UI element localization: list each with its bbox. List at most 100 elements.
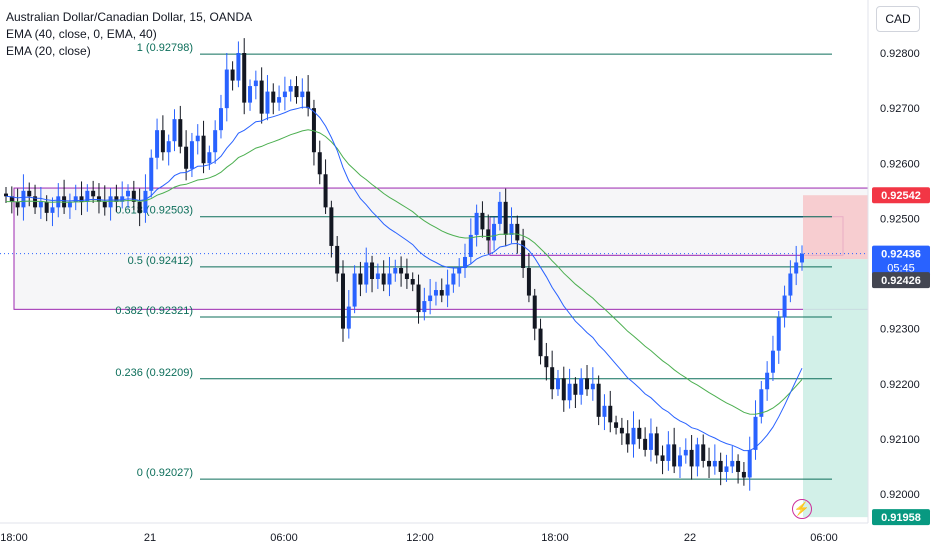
- candle-body: [660, 455, 665, 461]
- ema-layer: [5, 106, 803, 452]
- candle-body: [677, 455, 682, 467]
- stop-loss-zone: [803, 195, 868, 260]
- candle-body: [672, 444, 677, 467]
- candle-body: [532, 295, 537, 329]
- candle-body: [137, 201, 142, 213]
- candle-body: [143, 190, 148, 213]
- candle-body: [224, 69, 229, 109]
- candle-body: [637, 427, 642, 439]
- candle-body: [44, 201, 49, 213]
- price-label-text: 0.91958: [881, 512, 921, 524]
- candle-body: [480, 212, 485, 230]
- candle-body: [486, 229, 491, 241]
- candle-body: [631, 427, 636, 445]
- candle-body: [265, 91, 270, 114]
- candle-body: [433, 290, 438, 296]
- fib-level-label: 0.5 (0.92412): [128, 255, 193, 267]
- candle-body: [85, 190, 90, 202]
- candle-body: [184, 146, 189, 169]
- candle-body: [515, 223, 520, 241]
- candle-body: [352, 273, 357, 307]
- y-tick-label: 0.92700: [880, 103, 920, 115]
- candle-body: [747, 449, 752, 478]
- candle-body: [753, 416, 758, 450]
- candle-body: [67, 201, 72, 208]
- candle-body: [538, 328, 543, 357]
- ema40-line: [6, 129, 803, 415]
- candle-body: [201, 135, 206, 164]
- x-tick-label: 21: [144, 532, 156, 544]
- take-profit-zone: [803, 259, 868, 518]
- candle-body: [126, 190, 131, 197]
- candle-body: [800, 253, 804, 263]
- candle-body: [724, 466, 729, 472]
- candle-body: [277, 97, 282, 103]
- candle-body: [625, 433, 630, 445]
- candle-body: [776, 317, 781, 351]
- y-tick-label: 0.92200: [880, 379, 920, 391]
- price-label-entry: [872, 272, 930, 289]
- candle-body: [730, 460, 735, 467]
- candle-body: [27, 190, 32, 197]
- candle-body: [596, 383, 601, 417]
- y-tick-label: 0.92500: [880, 213, 920, 225]
- fib-level-label: 0.382 (0.92321): [115, 305, 193, 317]
- candle-body: [335, 245, 340, 274]
- price-labels-layer: 0.92542 0.92436 05:450.92426 0.91958: [872, 187, 930, 526]
- candle-body: [585, 378, 590, 390]
- candle-body: [573, 383, 578, 395]
- fib-level-label: 1 (0.92798): [137, 42, 193, 54]
- candle-body: [404, 273, 409, 280]
- candle-body: [550, 367, 555, 390]
- candle-body: [9, 196, 14, 202]
- price-label-last: [872, 245, 930, 276]
- x-tick-label: 18:00: [0, 532, 28, 544]
- candle-body: [91, 190, 96, 197]
- price-label-target: [872, 509, 930, 526]
- candle-body: [788, 273, 793, 296]
- candle-body: [242, 53, 247, 103]
- candle-body: [619, 427, 624, 434]
- symbol-title[interactable]: Australian Dollar/Canadian Dollar, 15, O…: [6, 10, 253, 24]
- candle-body: [643, 438, 648, 450]
- candle-body: [317, 152, 322, 175]
- currency-button[interactable]: CAD: [876, 6, 920, 32]
- candle-body: [195, 135, 200, 142]
- y-tick-label: 0.92800: [880, 48, 920, 60]
- candle-body: [358, 273, 363, 285]
- candle-body: [416, 284, 421, 313]
- ema40-legend[interactable]: EMA (40, close, 0, EMA, 40): [6, 27, 157, 41]
- candle-body: [689, 449, 694, 467]
- candle-body: [282, 91, 287, 98]
- ema20-legend[interactable]: EMA (20, close): [6, 44, 91, 58]
- y-tick-label: 0.92100: [880, 434, 920, 446]
- lightning-icon[interactable]: ⚡: [792, 499, 812, 519]
- x-tick-label: 06:00: [810, 532, 838, 544]
- y-tick-label: 0.92300: [880, 324, 920, 336]
- price-label-text: 0.92436: [881, 249, 921, 261]
- candle-body: [213, 130, 218, 153]
- candle-body: [579, 378, 584, 395]
- candle-body: [236, 53, 241, 81]
- candle-body: [794, 262, 799, 274]
- zones-layer: [13, 187, 869, 518]
- fib-level-label: 0.236 (0.92209): [115, 367, 193, 379]
- candle-body: [370, 262, 375, 280]
- candle-body: [497, 201, 502, 224]
- candle-body: [306, 91, 311, 109]
- price-label-stop: [872, 187, 930, 204]
- candle-body: [381, 273, 386, 285]
- candle-body: [323, 174, 328, 208]
- candle-body: [294, 86, 299, 98]
- candle-body: [375, 273, 380, 280]
- candle-body: [311, 108, 316, 153]
- candle-body: [329, 207, 334, 246]
- candle-body: [654, 433, 659, 456]
- candle-body: [108, 196, 113, 208]
- candle-body: [410, 279, 415, 285]
- y-tick-label: 0.92600: [880, 158, 920, 170]
- candle-body: [15, 201, 20, 208]
- candle-body: [189, 141, 194, 169]
- candle-body: [79, 196, 84, 202]
